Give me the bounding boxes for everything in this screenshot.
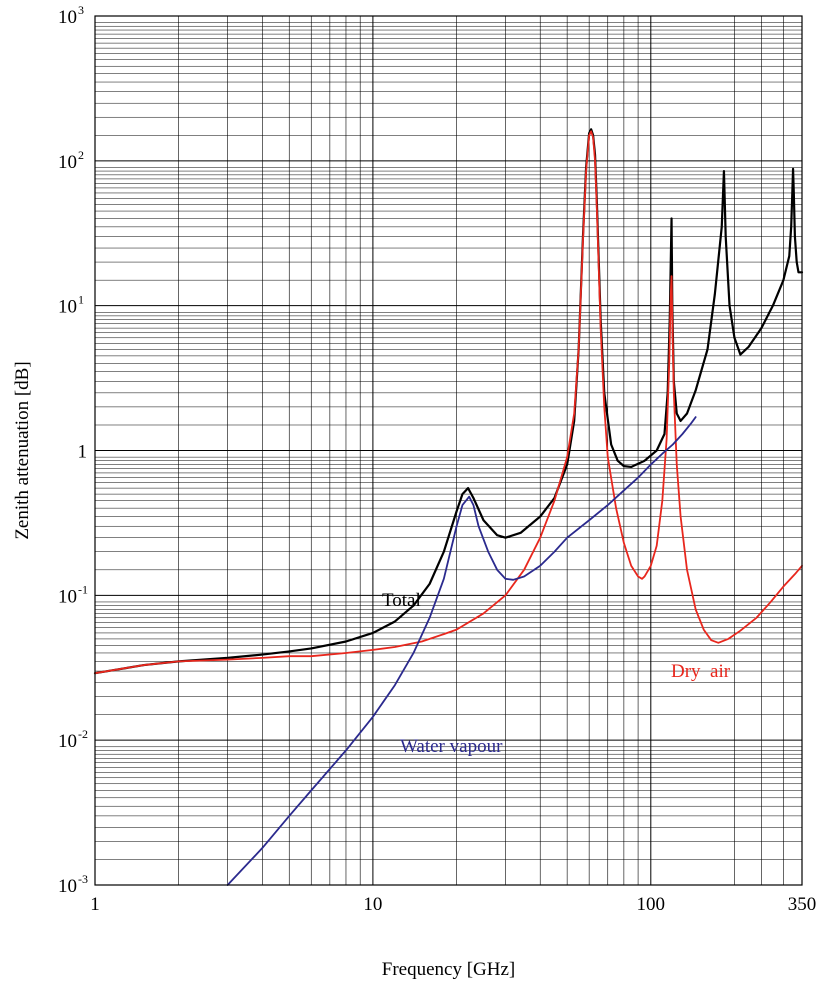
y-tick-exponent: 3: [78, 3, 84, 17]
plot-frame: [94, 15, 803, 886]
series-label-total: Total: [382, 590, 421, 611]
series-line-total: [93, 128, 804, 675]
y-tick-exponent: -2: [78, 727, 88, 741]
y-tick-exponent: 2: [78, 148, 84, 162]
series-label-water-vapour: Water vapour: [400, 736, 503, 757]
y-tick-exponent: 1: [78, 293, 84, 307]
x-tick-label: 350: [788, 894, 817, 915]
x-tick-labels: 1 10 100 350: [90, 894, 816, 915]
y-tick-label: 10: [58, 586, 77, 607]
series-layer: [93, 128, 804, 886]
y-tick-exponent: -3: [78, 872, 88, 886]
y-tick-exponent: -1: [78, 582, 88, 596]
series-line-water-vapour: [226, 416, 697, 886]
series-line-dry-air: [94, 130, 803, 675]
y-tick-label: 10: [58, 297, 77, 318]
y-tick-label: 10: [58, 7, 77, 28]
x-axis-label: Frequency [GHz]: [382, 959, 515, 980]
y-tick-label: 10: [58, 876, 77, 897]
y-tick-label: 10: [58, 152, 77, 173]
x-tick-label: 1: [90, 894, 100, 915]
series-label-dry-air: Dry air: [671, 661, 731, 682]
y-tick-label: 1: [78, 442, 88, 463]
x-tick-label: 10: [363, 894, 382, 915]
y-tick-label: 10: [58, 731, 77, 752]
x-tick-label: 100: [637, 894, 666, 915]
y-axis-label: Zenith attenuation [dB]: [12, 361, 33, 539]
